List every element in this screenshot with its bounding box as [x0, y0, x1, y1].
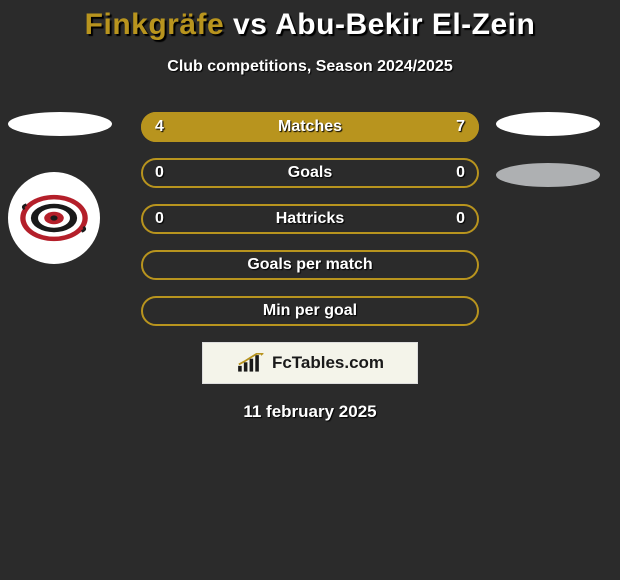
bar-label: Min per goal	[141, 296, 479, 326]
stat-bar: Min per goal	[141, 296, 479, 326]
stat-bar: Matches4 7	[141, 112, 479, 142]
subtitle: Club competitions, Season 2024/2025	[0, 58, 620, 76]
date-label: 11 february 2025	[0, 402, 620, 422]
right-pill-2	[496, 163, 600, 187]
left-pill	[8, 112, 112, 136]
right-pill-1	[496, 112, 600, 136]
bar-value-right: 0	[456, 158, 465, 188]
bar-label: Goals	[141, 158, 479, 188]
watermark: FcTables.com	[202, 342, 418, 384]
stat-bar: Goals0 0	[141, 158, 479, 188]
bar-label: Hattricks	[141, 204, 479, 234]
player2-name: Abu-Bekir El-Zein	[275, 8, 535, 41]
bar-value-left: 0	[155, 158, 164, 188]
comparison-arena: Matches47Goals00Hattricks00Goals per mat…	[0, 112, 620, 326]
stat-bar: Hattricks0 0	[141, 204, 479, 234]
left-badges	[8, 112, 112, 264]
player1-name: Finkgräfe	[85, 8, 225, 41]
bar-label: Goals per match	[141, 250, 479, 280]
stat-bar: Goals per match	[141, 250, 479, 280]
bar-label: Matches	[141, 112, 479, 142]
bar-value-right: 7	[456, 112, 465, 142]
bar-value-left: 4	[155, 112, 164, 142]
chart-icon	[236, 353, 266, 373]
bar-value-right: 0	[456, 204, 465, 234]
bar-value-left: 0	[155, 204, 164, 234]
team-logo	[8, 172, 100, 264]
stat-bars: Matches47Goals00Hattricks00Goals per mat…	[141, 112, 479, 326]
right-badges	[496, 112, 600, 211]
watermark-label: FcTables.com	[272, 353, 384, 373]
vs-label: vs	[233, 8, 267, 41]
hurricane-logo-icon	[14, 178, 94, 258]
page-title: Finkgräfe vs Abu-Bekir El-Zein	[0, 0, 620, 42]
